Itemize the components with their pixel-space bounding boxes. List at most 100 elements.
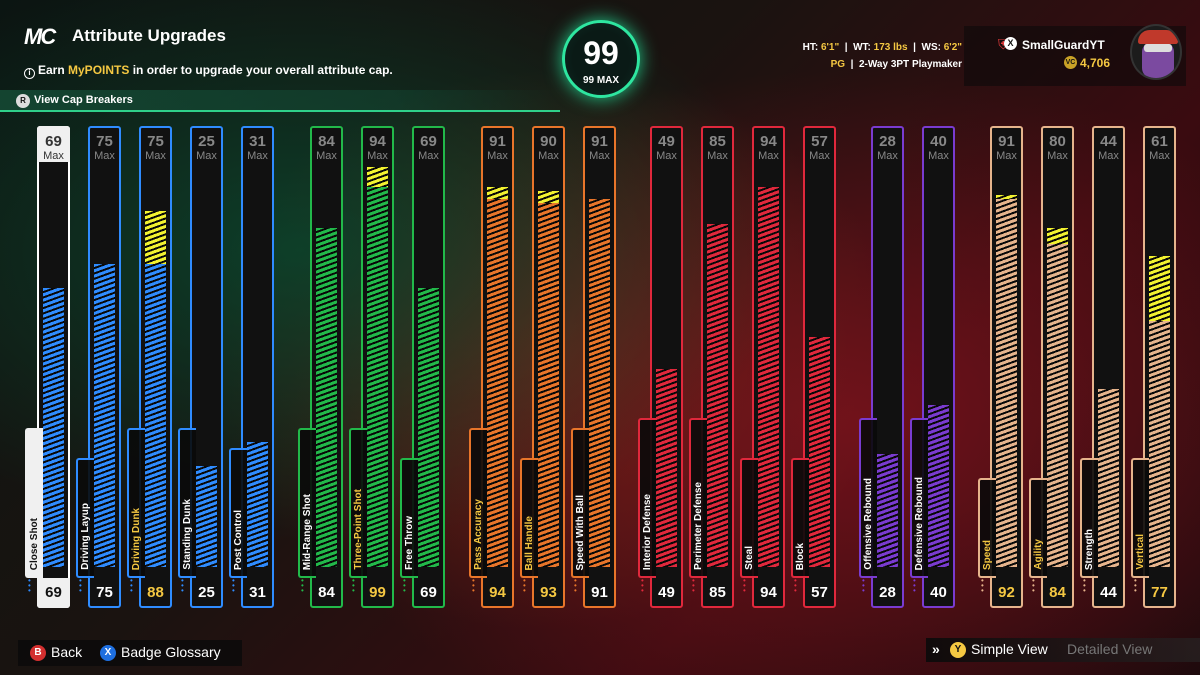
attribute-column-standing-dunk[interactable]: 25 Max Standing Dunk • • • 25 [178,126,223,608]
attribute-label-tab: Vertical [1131,458,1149,578]
attribute-column-speed[interactable]: 91 Max Speed • • • 92 [978,126,1023,608]
attribute-label-tab: Driving Layup [76,458,94,578]
back-button[interactable]: Back [51,644,83,660]
attribute-max-label: Max [367,150,388,162]
attribute-label: Driving Dunk [131,507,142,570]
attribute-label: Close Shot [29,517,40,570]
attribute-column-agility[interactable]: 80 Max Agility • • • 84 [1029,126,1074,608]
attribute-column-vertical[interactable]: 61 Max Vertical • • • 77 [1131,126,1176,608]
view-toggle: » Y Simple View Detailed View [926,638,1200,662]
header: MC Attribute Upgrades i Earn MyPOINTS in … [0,0,1200,120]
overall-max: 99 MAX [582,75,620,86]
attribute-fill [809,337,830,567]
attribute-current-value: 75 [96,584,113,601]
attribute-label-tab: Standing Dunk [178,428,196,578]
attribute-current-value: 94 [760,584,777,601]
attribute-fill [758,187,779,567]
attribute-column-defensive-rebound[interactable]: 40 Max Defensive Rebound • • • 40 [910,126,955,608]
xbox-icon: X [1004,37,1017,50]
attribute-indicator-dots: • • • [1083,576,1086,595]
attribute-current-value: 28 [879,584,896,601]
attribute-indicator-dots: • • • [181,576,184,595]
attribute-column-driving-layup[interactable]: 75 Max Driving Layup • • • 75 [76,126,121,608]
attribute-label-tab: Strength [1080,458,1098,578]
attribute-label: Interior Defense [642,493,653,570]
attribute-column-perimeter-defense[interactable]: 85 Max Perimeter Defense • • • 85 [689,126,734,608]
b-button-icon[interactable]: B [30,645,46,661]
attribute-column-three-point-shot[interactable]: 94 Max Three-Point Shot • • • 99 [349,126,394,608]
attribute-indicator-dots: • • • [232,576,235,595]
weight-value: 173 lbs [873,42,908,53]
attribute-max-value: 31 [249,133,266,150]
attribute-upgrade-fill [367,167,388,187]
simple-view-tab[interactable]: Simple View [971,641,1048,657]
selected-highlight-bottom [37,578,70,608]
attribute-column-ball-handle[interactable]: 90 Max Ball Handle • • • 93 [520,126,565,608]
view-cap-breakers-button[interactable]: R View Cap Breakers [0,90,560,112]
attribute-max-label: Max [1047,150,1068,162]
attribute-label: Mid-Range Shot [302,493,313,570]
attribute-current-value: 44 [1100,584,1117,601]
page-subtitle: i Earn MyPOINTS in order to upgrade your … [24,63,393,79]
y-button-icon[interactable]: Y [950,642,966,658]
attribute-fill [589,199,610,567]
attribute-indicator-dots: • • • [403,576,406,595]
attribute-label: Offensive Rebound [863,478,874,570]
attribute-indicator-dots: • • • [1032,576,1035,595]
attribute-indicator-dots: • • • [574,576,577,595]
attribute-label: Standing Dunk [182,499,193,570]
attribute-label: Perimeter Defense [693,482,704,570]
attribute-column-post-control[interactable]: 31 Max Post Control • • • 31 [229,126,274,608]
attribute-column-steal[interactable]: 94 Max Steal • • • 94 [740,126,785,608]
attribute-indicator-dots: • • • [862,576,865,595]
attribute-fill [928,405,949,567]
attribute-label: Speed With Ball [575,494,586,570]
detailed-view-tab[interactable]: Detailed View [1067,641,1153,657]
attribute-max-label: Max [196,150,217,162]
attribute-column-close-shot[interactable]: 69 Max Close Shot • • • 69 [25,126,70,608]
overall-rating: 99 [583,35,619,71]
attribute-max-label: Max [1149,150,1170,162]
attribute-label: Block [795,542,806,570]
attribute-label: Driving Layup [80,503,91,570]
attribute-max-label: Max [707,150,728,162]
wingspan-value: 6'2" [943,42,962,53]
attribute-column-free-throw[interactable]: 69 Max Free Throw • • • 69 [400,126,445,608]
attribute-label-tab: Interior Defense [638,418,656,578]
badge-glossary-button[interactable]: Badge Glossary [121,644,221,660]
attribute-column-mid-range-shot[interactable]: 84 Max Mid-Range Shot • • • 84 [298,126,343,608]
attribute-label: Pass Accuracy [473,499,484,570]
attribute-indicator-dots: • • • [130,576,133,595]
attribute-current-value: 49 [658,584,675,601]
attribute-column-driving-dunk[interactable]: 75 Max Driving Dunk • • • 88 [127,126,172,608]
attribute-column-speed-with-ball[interactable]: 91 Max Speed With Ball • • • 91 [571,126,616,608]
attribute-current-value: 40 [930,584,947,601]
mypoints-highlight: MyPOINTS [68,63,130,77]
attribute-max-label: Max [316,150,337,162]
attribute-column-offensive-rebound[interactable]: 28 Max Offensive Rebound • • • 28 [859,126,904,608]
attribute-max-label: Max [1098,150,1119,162]
attribute-label: Speed [982,539,993,570]
attribute-fill [1047,244,1068,567]
attribute-label-tab: Ball Handle [520,458,538,578]
attribute-max-value: 85 [709,133,726,150]
attribute-max-label: Max [928,150,949,162]
attribute-max-label: Max [758,150,779,162]
attribute-column-pass-accuracy[interactable]: 91 Max Pass Accuracy • • • 94 [469,126,514,608]
attribute-column-block[interactable]: 57 Max Block • • • 57 [791,126,836,608]
attribute-max-label: Max [996,150,1017,162]
attribute-fill [656,369,677,567]
attribute-column-strength[interactable]: 44 Max Strength • • • 44 [1080,126,1125,608]
team-shield-icon: ⛨ [998,36,1009,53]
view-cap-breakers-label: View Cap Breakers [34,94,133,106]
attribute-fill [145,264,166,567]
attribute-column-interior-defense[interactable]: 49 Max Interior Defense • • • 49 [638,126,683,608]
attribute-indicator-dots: • • • [523,576,526,595]
attribute-label: Defensive Rebound [914,476,925,570]
overall-rating-badge: 99 99 MAX [562,20,640,98]
attribute-current-value: 69 [420,584,437,601]
x-button-icon[interactable]: X [100,645,116,661]
attribute-current-value: 92 [998,584,1015,601]
attribute-label: Agility [1033,539,1044,570]
attribute-bars: 69 Max Close Shot • • • 69 75 Max Driving Layup • •… [25,126,1176,608]
